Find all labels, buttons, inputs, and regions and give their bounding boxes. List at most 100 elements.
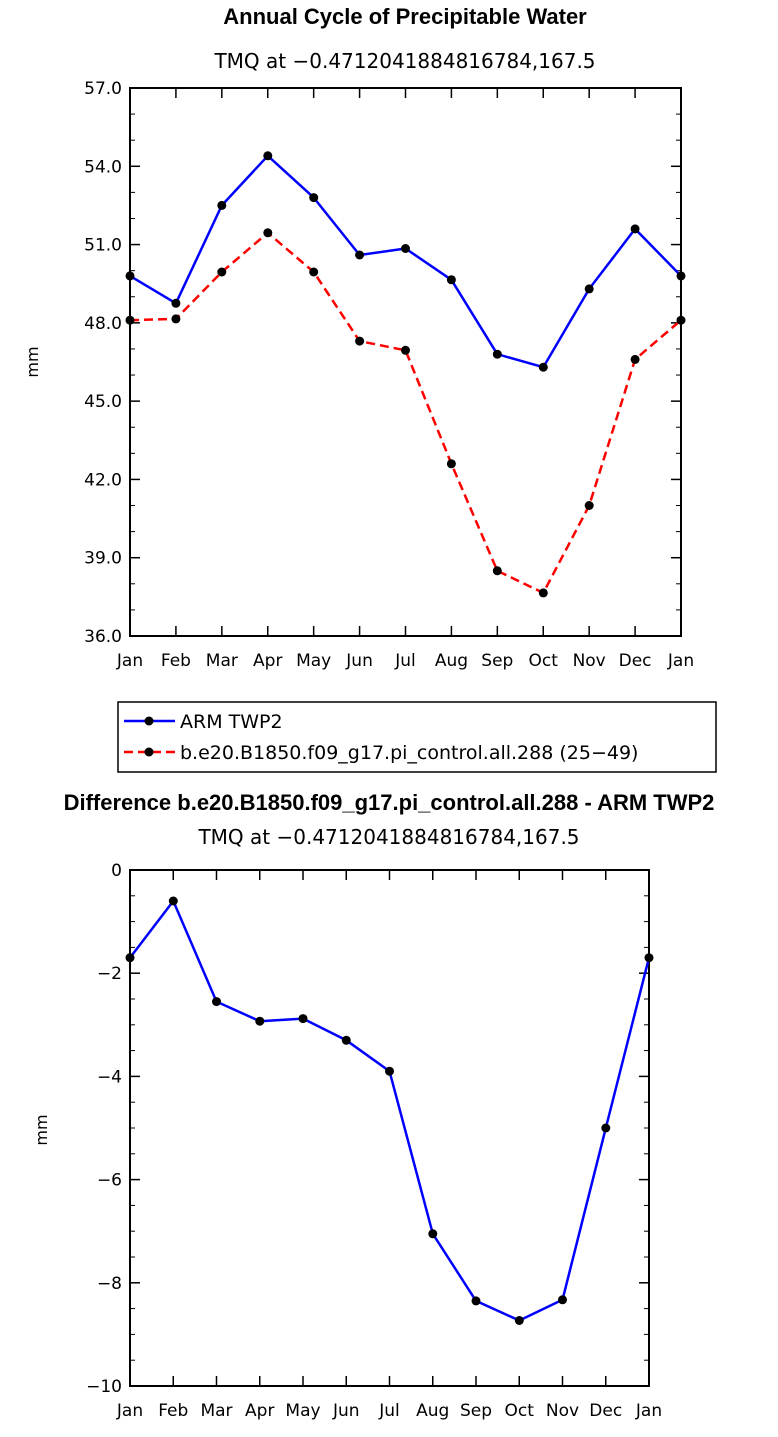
c1-series-0-point <box>217 200 227 210</box>
c2-xtick-label: Mar <box>200 1401 232 1421</box>
chart1-subtitle: TMQ at −0.4712041884816784,167.5 <box>213 49 595 73</box>
c1-series-1-point <box>676 315 686 325</box>
c2-series-0-point <box>212 997 221 1007</box>
c1-series-1-point <box>630 354 640 364</box>
c1-series-0-point <box>263 151 273 161</box>
c1-ytick-label: 42.0 <box>84 470 122 490</box>
c1-ytick-label: 36.0 <box>84 627 122 647</box>
c1-ytick-label: 57.0 <box>84 79 122 99</box>
chart2-subtitle: TMQ at −0.4712041884816784,167.5 <box>197 825 579 849</box>
c1-series-0-point <box>309 193 319 203</box>
chart1-ylabel: mm <box>23 346 42 377</box>
c1-series-1-point <box>584 501 594 510</box>
c1-series-0-point <box>676 271 686 281</box>
c2-xtick-label: Jan <box>116 1401 143 1421</box>
difference-chart: Difference b.e20.B1850.f09_g17.pi_contro… <box>32 790 714 1421</box>
c1-xtick-label: Jul <box>394 651 416 671</box>
c2-series-0-point <box>341 1035 351 1045</box>
c2-series-0-point <box>168 896 178 906</box>
c1-series-0-point <box>584 284 594 294</box>
c2-series-0-point <box>644 953 654 963</box>
c1-series-line-0 <box>129 154 682 369</box>
c1-xtick-label: Apr <box>253 651 282 671</box>
c1-series-1-point <box>446 459 456 469</box>
c2-series-0-point <box>428 1229 438 1239</box>
c2-xtick-label: Feb <box>158 1401 188 1421</box>
chart2-ylabel: mm <box>32 1114 51 1145</box>
c1-ytick-label: 45.0 <box>84 392 122 412</box>
c1-series-0-point <box>355 250 365 260</box>
c2-series-0-point <box>255 1016 265 1026</box>
c1-series-1-point <box>401 345 410 355</box>
c2-ytick-label: −2 <box>97 964 122 984</box>
c2-series-line-0 <box>129 899 651 1322</box>
c2-series-0-point <box>298 1014 308 1024</box>
c1-series-0-point <box>538 362 548 372</box>
c1-series-1-point <box>171 314 181 324</box>
chart1-axes <box>129 87 682 637</box>
c2-series-0-point <box>385 1066 394 1076</box>
c2-ytick-label: −6 <box>97 1171 122 1191</box>
c1-xtick-label: Oct <box>529 651 559 671</box>
c2-xtick-label: Oct <box>505 1401 535 1421</box>
c1-series-1-point <box>263 228 273 238</box>
legend-label-arm: ARM TWP2 <box>180 711 283 733</box>
chart1-legend: ARM TWP2 b.e20.B1850.f09_g17.pi_control.… <box>117 701 717 773</box>
c2-ytick-label: −4 <box>97 1067 122 1087</box>
c2-series-0-point <box>471 1296 481 1306</box>
c1-series-1-point <box>125 315 135 325</box>
c2-ytick-label: 0 <box>111 861 122 881</box>
c1-xtick-label: Feb <box>161 651 191 671</box>
c1-xtick-label: Aug <box>435 651 468 671</box>
c2-series-0-point <box>558 1295 567 1305</box>
c1-ytick-label: 48.0 <box>84 314 122 334</box>
c1-xtick-label: Mar <box>206 651 238 671</box>
c1-series-0-point <box>446 275 456 285</box>
c1-ytick-label: 39.0 <box>84 549 122 569</box>
c2-xtick-label: Apr <box>245 1401 274 1421</box>
c1-series-0-point <box>171 298 181 308</box>
c1-series-line-1 <box>129 231 682 595</box>
c1-xtick-label: May <box>296 651 331 671</box>
c1-xtick-label: Jun <box>345 651 373 671</box>
chart1-title: Annual Cycle of Precipitable Water <box>223 4 587 29</box>
c2-series-0-point <box>601 1123 611 1133</box>
legend-label-model: b.e20.B1850.f09_g17.pi_control.all.288 (… <box>180 742 638 764</box>
chart1-y-tick-labels: 57.0 54.0 51.0 48.0 45.0 42.0 39.0 36.0 <box>84 79 122 647</box>
chart1-x-tick-labels: Jan Feb Mar Apr May Jun Jul Aug Sep Oct Nov Dec Jan <box>116 651 694 671</box>
c2-series-0-point <box>125 953 135 963</box>
c1-series-0-point <box>492 349 502 359</box>
c2-series-0-point <box>514 1316 524 1325</box>
c2-ytick-label: −8 <box>97 1274 122 1294</box>
c1-series-1-point <box>309 267 319 277</box>
c1-xtick-label: Dec <box>619 651 652 671</box>
c2-xtick-label: Nov <box>546 1401 579 1421</box>
c2-xtick-label: Jun <box>332 1401 360 1421</box>
c1-series-1-point <box>492 566 502 576</box>
c1-xtick-label: Jan <box>116 651 143 671</box>
c1-series-1-point <box>217 267 227 277</box>
c1-xtick-label: Sep <box>481 651 513 671</box>
c1-ytick-label: 54.0 <box>84 157 122 177</box>
c2-plot-frame <box>129 869 650 1387</box>
legend-marker-arm <box>144 716 154 726</box>
c2-xtick-label: Sep <box>460 1401 492 1421</box>
c1-series-1-point <box>538 588 548 598</box>
c1-xtick-label: Nov <box>573 651 606 671</box>
chart2-x-tick-labels: Jan Feb Mar Apr May Jun Jul Aug Sep Oct Nov Dec Jan <box>116 1401 662 1421</box>
legend-box <box>117 701 717 773</box>
c2-xtick-label: Jan <box>635 1401 662 1421</box>
c2-ytick-label: −10 <box>86 1377 122 1397</box>
c1-series-1-point <box>355 336 365 346</box>
c2-xtick-label: Jul <box>378 1401 400 1421</box>
c1-plot-frame <box>129 87 682 637</box>
c2-xtick-label: May <box>285 1401 320 1421</box>
c2-xtick-label: Aug <box>416 1401 449 1421</box>
c1-series-0-point <box>401 244 410 253</box>
chart2-series <box>125 896 654 1325</box>
c1-series-0-point <box>125 271 135 281</box>
c1-series-0-point <box>630 224 640 234</box>
c1-xtick-label: Jan <box>667 651 694 671</box>
c1-ytick-label: 51.0 <box>84 236 122 256</box>
